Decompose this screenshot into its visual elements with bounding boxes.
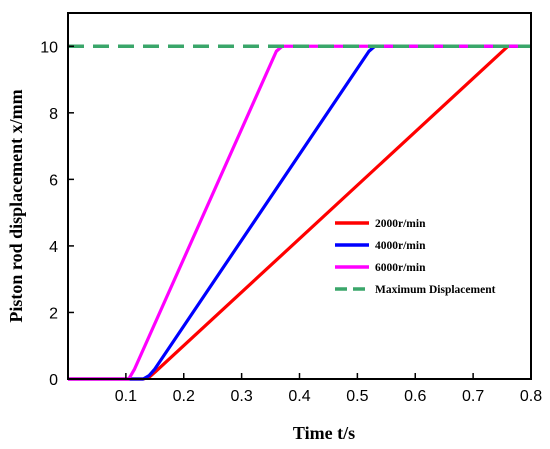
x-tick-label: 0.5 (346, 388, 368, 405)
series-line-6000r-min (68, 44, 531, 381)
axis-layer: 0.1 0.2 0.3 0.4 0.5 0.6 0.7 0.8 0 2 4 6 8 10 (40, 12, 542, 405)
series-line-4000r-min (68, 44, 531, 381)
legend: 2000r/min 4000r/min 6000r/min Maximum Displ… (335, 218, 496, 296)
legend-label: 6000r/min (375, 262, 426, 274)
x-axis-label: Time t/s (293, 423, 355, 443)
y-tick-label: 2 (49, 305, 58, 322)
y-tick-label: 0 (49, 372, 58, 389)
x-tick-label: 0.7 (462, 388, 484, 405)
plot-frame (67, 12, 532, 380)
legend-label: Maximum Displacement (375, 284, 496, 296)
y-tick-label: 8 (49, 106, 58, 123)
x-tick-label: 0.3 (231, 388, 253, 405)
y-tick-label: 4 (49, 239, 58, 256)
x-tick-label: 0.8 (520, 388, 542, 405)
x-tick-label: 0.6 (404, 388, 426, 405)
legend-label: 4000r/min (375, 240, 426, 252)
legend-label: 2000r/min (375, 218, 426, 230)
y-tick-label: 10 (40, 39, 58, 56)
x-tick-label: 0.2 (173, 388, 195, 405)
plot-layer (68, 44, 531, 381)
x-tick-label: 0.1 (115, 388, 137, 405)
y-tick-label: 6 (49, 172, 58, 189)
x-tick-label: 0.4 (288, 388, 310, 405)
y-axis-label: Piston rod displacement x/mm (6, 89, 26, 322)
series-line-2000r-min (68, 44, 531, 381)
